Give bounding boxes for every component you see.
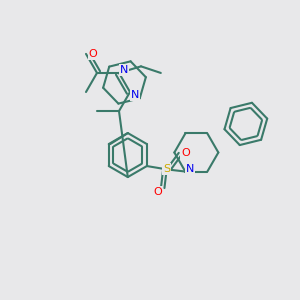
Text: N: N xyxy=(131,90,139,100)
Text: O: O xyxy=(153,187,162,197)
Text: O: O xyxy=(182,148,190,158)
Text: O: O xyxy=(88,49,98,59)
Text: S: S xyxy=(163,164,170,174)
Text: N: N xyxy=(186,164,194,174)
Text: N: N xyxy=(120,65,128,75)
